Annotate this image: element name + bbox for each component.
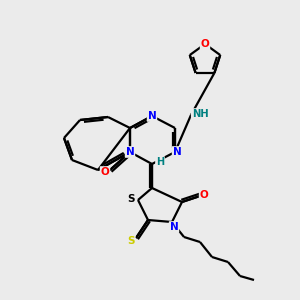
- Text: NH: NH: [192, 109, 208, 119]
- Text: H: H: [156, 157, 164, 167]
- Text: S: S: [127, 236, 135, 246]
- Text: O: O: [201, 39, 209, 49]
- Text: S: S: [127, 194, 135, 204]
- Text: N: N: [148, 111, 156, 121]
- Text: N: N: [126, 147, 134, 157]
- Text: O: O: [100, 167, 109, 177]
- Text: O: O: [200, 190, 208, 200]
- Text: N: N: [169, 222, 178, 232]
- Text: N: N: [172, 147, 182, 157]
